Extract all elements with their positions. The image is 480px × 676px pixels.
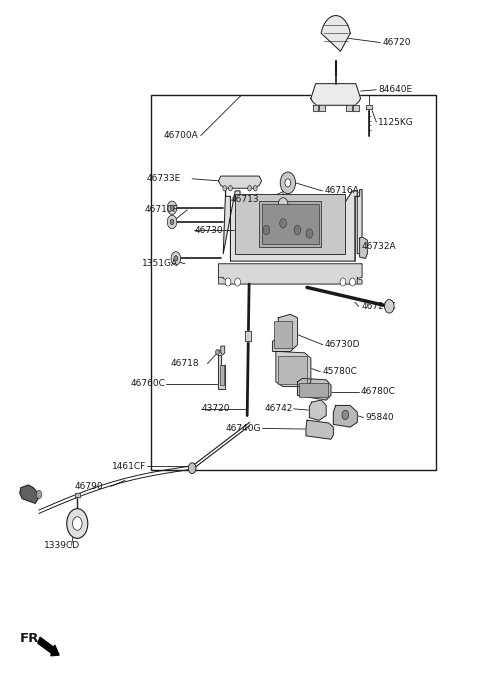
Text: 1461CF: 1461CF [111, 462, 146, 470]
Circle shape [384, 299, 394, 313]
Circle shape [228, 185, 232, 191]
Text: 46790: 46790 [75, 482, 104, 491]
Polygon shape [353, 105, 359, 112]
Text: 46742: 46742 [264, 404, 293, 413]
Bar [220, 365, 224, 385]
Polygon shape [306, 420, 333, 439]
Circle shape [285, 178, 291, 187]
Polygon shape [245, 331, 252, 341]
Polygon shape [360, 237, 367, 258]
Polygon shape [218, 355, 225, 389]
Polygon shape [310, 400, 326, 420]
Polygon shape [221, 346, 225, 355]
Polygon shape [320, 105, 325, 112]
Bar [299, 383, 327, 397]
Text: 46730D: 46730D [324, 340, 360, 349]
Text: 46732A: 46732A [362, 243, 396, 251]
Polygon shape [366, 105, 372, 109]
Text: 95840: 95840 [365, 413, 394, 422]
Polygon shape [273, 314, 298, 352]
Polygon shape [321, 16, 350, 51]
Text: 46740G: 46740G [226, 424, 262, 433]
Circle shape [235, 278, 240, 286]
Circle shape [253, 185, 257, 191]
Polygon shape [223, 189, 362, 261]
Polygon shape [311, 84, 360, 105]
Polygon shape [218, 264, 362, 284]
Text: 46760C: 46760C [131, 379, 166, 389]
Circle shape [167, 215, 177, 228]
Circle shape [263, 225, 270, 235]
Polygon shape [218, 277, 228, 284]
Circle shape [171, 251, 180, 265]
Bar [152, 95, 436, 470]
Polygon shape [218, 176, 262, 188]
Text: 46720: 46720 [382, 38, 411, 47]
Bar [278, 356, 307, 384]
Circle shape [340, 278, 346, 286]
Polygon shape [346, 105, 352, 112]
Text: 46718: 46718 [170, 359, 199, 368]
Bar [235, 194, 345, 254]
Text: 45780C: 45780C [323, 367, 357, 377]
Text: 1125KG: 1125KG [378, 118, 414, 126]
Text: 46725C: 46725C [362, 301, 397, 311]
Text: 43720: 43720 [202, 404, 230, 413]
Circle shape [174, 256, 178, 261]
Text: 1339CD: 1339CD [44, 541, 80, 550]
Polygon shape [357, 277, 362, 284]
Bar [259, 201, 322, 247]
Circle shape [223, 185, 227, 191]
Text: 46700A: 46700A [163, 131, 198, 140]
Circle shape [349, 278, 355, 286]
Polygon shape [298, 379, 331, 400]
Circle shape [167, 201, 177, 214]
Text: 46713: 46713 [230, 195, 259, 203]
Circle shape [67, 508, 88, 538]
Circle shape [170, 219, 174, 224]
Circle shape [280, 218, 287, 228]
Text: 46710F: 46710F [144, 206, 178, 214]
Polygon shape [313, 105, 319, 112]
Text: FR.: FR. [20, 631, 45, 645]
Text: 46733E: 46733E [147, 174, 181, 183]
Circle shape [306, 228, 313, 238]
Circle shape [36, 491, 42, 499]
Polygon shape [75, 493, 80, 497]
Circle shape [278, 197, 288, 211]
Polygon shape [333, 406, 357, 427]
Circle shape [72, 516, 82, 530]
Polygon shape [20, 485, 38, 503]
Text: 46730: 46730 [194, 226, 223, 235]
Text: 46716A: 46716A [324, 187, 359, 195]
Circle shape [216, 349, 219, 355]
Bar [262, 204, 319, 243]
Circle shape [294, 225, 301, 235]
Circle shape [280, 172, 296, 193]
Text: 84640E: 84640E [378, 85, 412, 94]
Polygon shape [276, 352, 311, 387]
Bar [274, 321, 292, 348]
Text: 1351GA: 1351GA [142, 260, 178, 268]
Circle shape [248, 185, 252, 191]
Circle shape [225, 278, 231, 286]
Circle shape [342, 410, 348, 420]
Circle shape [188, 463, 196, 474]
FancyArrow shape [38, 637, 59, 656]
Text: 46780C: 46780C [360, 387, 396, 396]
Circle shape [170, 205, 174, 210]
